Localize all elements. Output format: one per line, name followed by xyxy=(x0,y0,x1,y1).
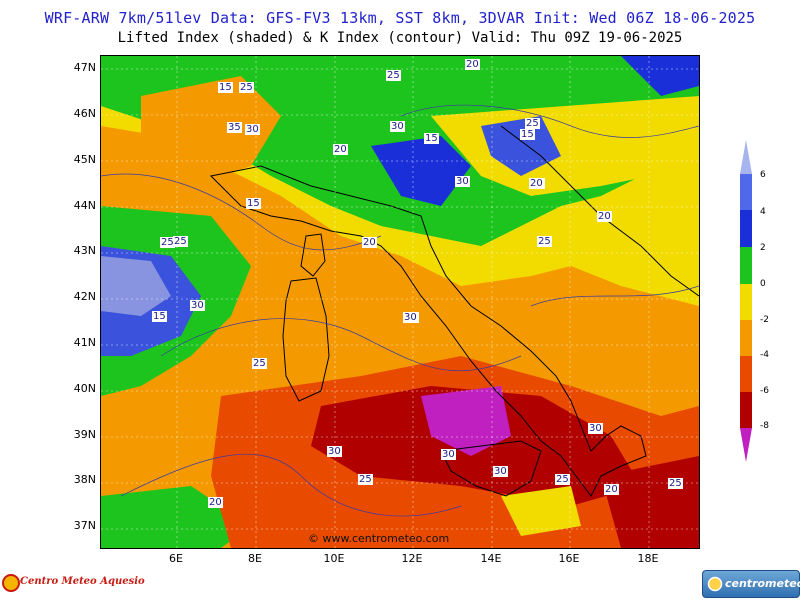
contour-label: 20 xyxy=(333,144,348,155)
contour-label: 30 xyxy=(493,466,508,477)
lat-label-39n: 39N xyxy=(73,428,96,441)
lon-label-14e: 14E xyxy=(480,552,502,565)
contour-label: 25 xyxy=(358,474,373,485)
contour-label: 30 xyxy=(327,446,342,457)
contour-label: 20 xyxy=(529,178,544,189)
lat-label-45n: 45N xyxy=(73,153,96,166)
contour-label: 25 xyxy=(525,118,540,129)
contour-label: 30 xyxy=(390,121,405,132)
lat-label-37n: 37N xyxy=(73,519,96,532)
lat-label-44n: 44N xyxy=(73,199,96,212)
watermark: © www.centrometeo.com xyxy=(308,532,450,545)
logo-emblem-icon xyxy=(2,574,20,592)
chart-subtitle: Lifted Index (shaded) & K Index (contour… xyxy=(117,30,683,46)
corsica-coastline xyxy=(300,233,326,277)
contour-label: 30 xyxy=(455,176,470,187)
lat-label-41n: 41N xyxy=(73,336,96,349)
contour-label: 20 xyxy=(604,484,619,495)
yellow-zone-northeast xyxy=(431,96,699,196)
colorbar-swatch-2-4 xyxy=(740,210,752,247)
contour-label: 25 xyxy=(252,358,267,369)
contour-label: 25 xyxy=(239,82,254,93)
colorbar-label: 2 xyxy=(760,243,766,253)
colorbar-label: -6 xyxy=(760,386,769,396)
globe-icon xyxy=(707,576,723,592)
blue-zone-ne-corner xyxy=(621,56,699,96)
contour-label: 35 xyxy=(227,122,242,133)
magenta-zone-tyrrhenian xyxy=(421,386,511,456)
colorbar-label: -2 xyxy=(760,315,769,325)
colorbar-swatch-m8-m6 xyxy=(740,392,752,428)
contour-label: 25 xyxy=(173,236,188,247)
logo-left-text: Centro Meteo Aquesio xyxy=(20,576,145,587)
lifted-index-colorbar xyxy=(740,140,752,462)
blue-zone-po-valley xyxy=(371,136,471,206)
contour-label: 20 xyxy=(597,211,612,222)
contour-label: 20 xyxy=(362,237,377,248)
lat-label-43n: 43N xyxy=(73,244,96,257)
lat-label-42n: 42N xyxy=(73,290,96,303)
colorbar-label: -4 xyxy=(760,350,769,360)
colorbar-label: -8 xyxy=(760,421,769,431)
contour-label: 30 xyxy=(403,312,418,323)
yellow-zone-sicily xyxy=(501,486,581,536)
colorbar-label: 6 xyxy=(760,170,766,180)
contour-label: 25 xyxy=(555,474,570,485)
lon-label-18e: 18E xyxy=(637,552,659,565)
lon-label-8e: 8E xyxy=(248,552,262,565)
contour-label: 20 xyxy=(465,59,480,70)
lon-label-12e: 12E xyxy=(401,552,423,565)
contour-label: 15 xyxy=(520,129,535,140)
lon-label-16e: 16E xyxy=(558,552,580,565)
graticule xyxy=(101,56,699,548)
lat-label-40n: 40N xyxy=(73,382,96,395)
light-blue-zone-west-sea xyxy=(101,256,171,316)
colorbar-label: 0 xyxy=(760,279,766,289)
contour-label: 25 xyxy=(537,236,552,247)
contour-label: 15 xyxy=(246,198,261,209)
colorbar-swatch-lt-m8 xyxy=(740,428,752,462)
contour-label: 20 xyxy=(208,497,223,508)
colorbar-swatch-4-6 xyxy=(740,174,752,210)
contour-label: 15 xyxy=(152,311,167,322)
colorbar-swatch-m6-m4 xyxy=(740,356,752,392)
contour-label: 30 xyxy=(588,423,603,434)
contour-label: 30 xyxy=(190,300,205,311)
contour-label: 15 xyxy=(218,82,233,93)
colorbar-label: 4 xyxy=(760,207,766,217)
contour-label: 15 xyxy=(424,133,439,144)
contour-label: 30 xyxy=(245,124,260,135)
colorbar-swatch-m4-m2 xyxy=(740,320,752,356)
contour-label: 25 xyxy=(386,70,401,81)
contour-label: 30 xyxy=(441,449,456,460)
weather-map xyxy=(100,55,700,549)
chart-title: WRF-ARW 7km/51lev Data: GFS-FV3 13km, SS… xyxy=(44,9,756,27)
lat-label-46n: 46N xyxy=(73,107,96,120)
contour-label: 25 xyxy=(668,478,683,489)
centro-meteo-aquesio-logo[interactable]: Centro Meteo Aquesio xyxy=(0,566,200,600)
colorbar-swatch-0-2 xyxy=(740,247,752,284)
lon-label-6e: 6E xyxy=(169,552,183,565)
centrometeo-logo[interactable]: centrometeo xyxy=(702,570,800,598)
logo-right-text: centrometeo xyxy=(725,577,800,590)
lat-label-47n: 47N xyxy=(73,61,96,74)
lon-label-10e: 10E xyxy=(323,552,345,565)
contour-label: 25 xyxy=(160,237,175,248)
colorbar-swatch-gt6 xyxy=(740,140,752,174)
k-index-contours xyxy=(101,104,699,517)
sicily-coastline xyxy=(440,440,542,497)
colorbar-swatch-m2-0 xyxy=(740,284,752,320)
orange-zone-alps xyxy=(141,76,281,186)
italy-coastline xyxy=(209,165,647,497)
lat-label-38n: 38N xyxy=(73,473,96,486)
